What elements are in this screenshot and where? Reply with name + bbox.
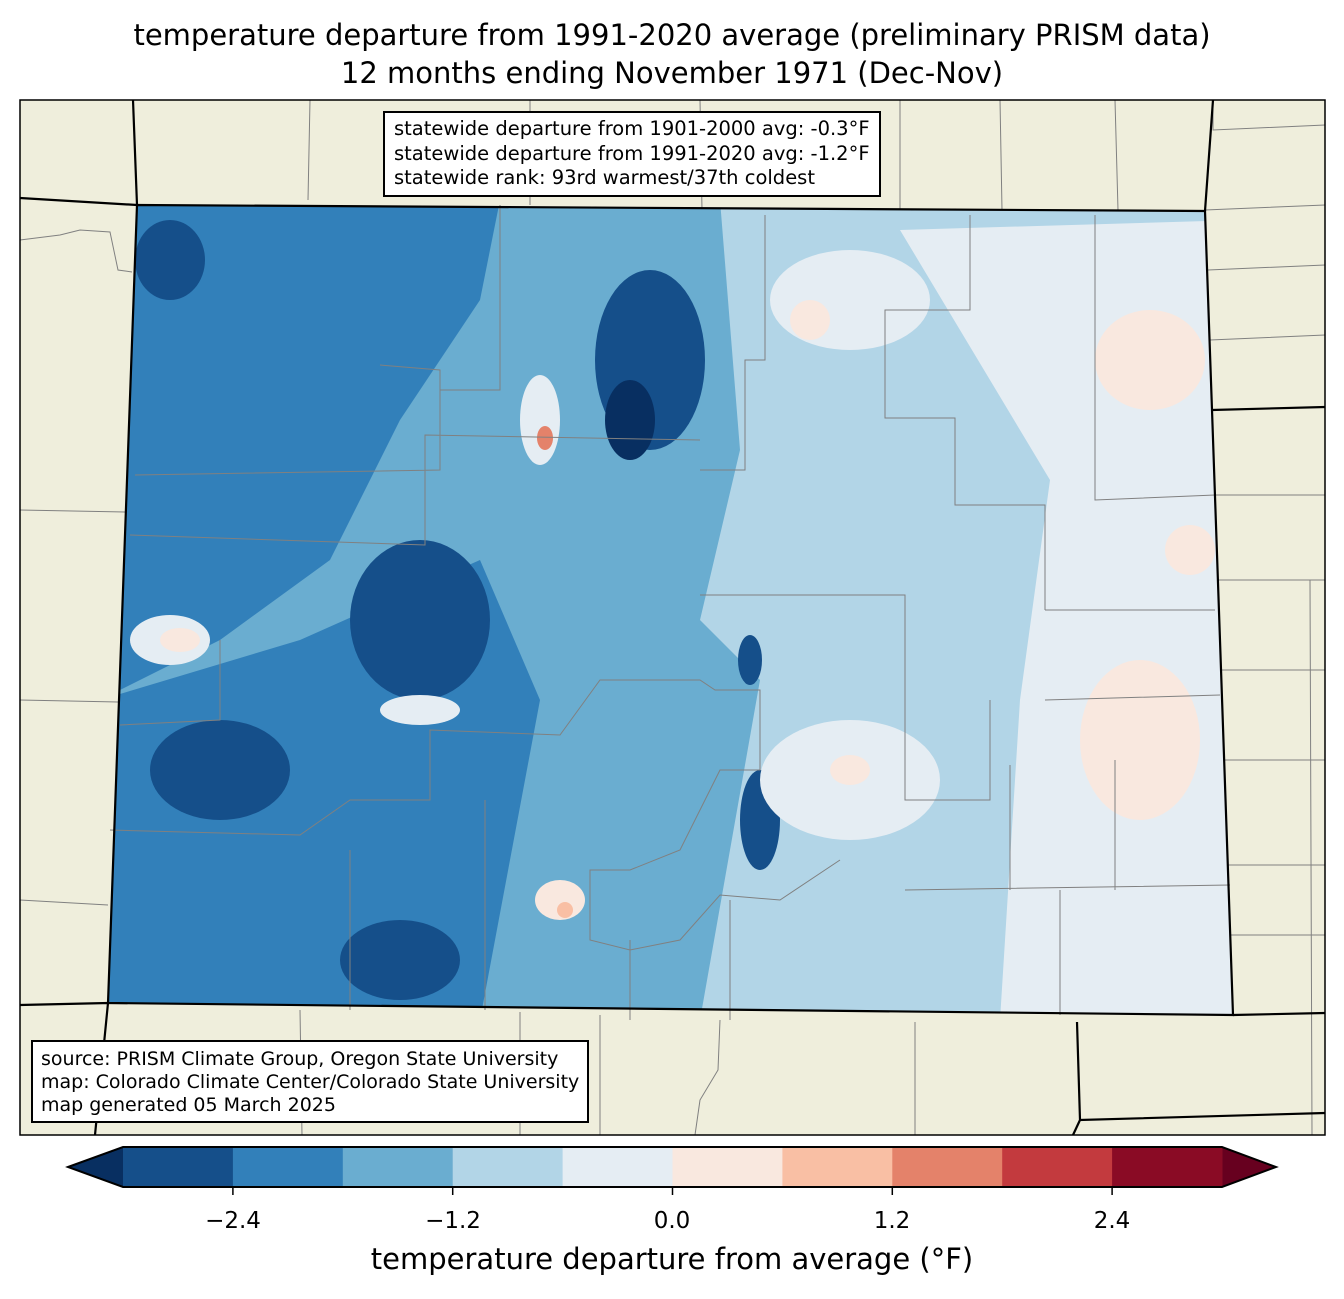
county-lines xyxy=(109,205,1231,1020)
colorbar-label: temperature departure from average (°F) xyxy=(370,1242,974,1276)
colorbar-segment xyxy=(1002,1147,1113,1187)
colorbar-segment xyxy=(342,1147,454,1187)
colorbar-segment xyxy=(232,1147,344,1187)
colorbar-tick-label: 2.4 xyxy=(1093,1208,1131,1234)
colorbar-tick-label: −1.2 xyxy=(425,1208,481,1234)
generated-date-line: map generated 05 March 2025 xyxy=(41,1094,336,1116)
colorbar-extend-high xyxy=(1222,1147,1276,1187)
colorbar-segment xyxy=(892,1147,1003,1187)
temperature-departure-field xyxy=(108,205,1233,1015)
colorbar-tick-label: 1.2 xyxy=(873,1208,911,1234)
colorbar-segment xyxy=(672,1147,783,1187)
colorbar-outline xyxy=(65,1146,1279,1188)
colorbar-segment xyxy=(452,1147,564,1187)
colorbar-segment xyxy=(562,1147,673,1187)
colorbar-segment xyxy=(782,1147,893,1187)
map-title-line1: temperature departure from 1991-2020 ave… xyxy=(133,18,1211,52)
colorbar-segment xyxy=(123,1147,234,1187)
source-box: source: PRISM Climate Group, Oregon Stat… xyxy=(31,1040,590,1123)
stat-departure-1901-2000: statewide departure from 1901-2000 avg: … xyxy=(394,117,870,140)
source-line: source: PRISM Climate Group, Oregon Stat… xyxy=(41,1048,559,1070)
map-frame xyxy=(19,99,1326,1136)
stat-departure-1991-2020: statewide departure from 1991-2020 avg: … xyxy=(394,141,870,165)
colorbar xyxy=(65,1146,1279,1195)
stat-rank: statewide rank: 93rd warmest/37th coldes… xyxy=(394,166,815,189)
colorbar-tick-label: 0.0 xyxy=(653,1208,691,1234)
map-title-line2: 12 months ending November 1971 (Dec-Nov) xyxy=(340,56,1004,90)
colorbar-tick-label: −2.4 xyxy=(205,1208,261,1234)
colorbar-segment xyxy=(1112,1147,1223,1187)
colorbar-extend-low xyxy=(68,1147,123,1187)
statewide-stats-box: statewide departure from 1901-2000 avg: … xyxy=(383,111,881,197)
map-credit-line: map: Colorado Climate Center/Colorado St… xyxy=(41,1071,580,1093)
